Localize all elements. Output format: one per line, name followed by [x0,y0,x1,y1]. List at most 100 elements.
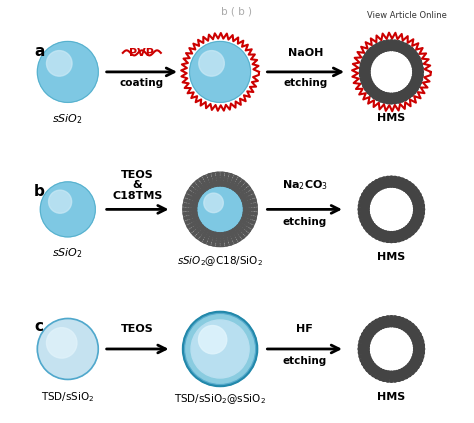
Circle shape [374,52,376,55]
Circle shape [414,331,417,334]
Circle shape [377,89,380,92]
Circle shape [386,42,390,45]
Circle shape [378,231,381,233]
Circle shape [402,185,405,188]
Circle shape [189,201,192,203]
Circle shape [201,180,204,183]
Circle shape [364,357,367,360]
Circle shape [245,227,248,230]
Circle shape [408,192,410,195]
Circle shape [402,325,405,328]
Circle shape [373,96,375,99]
Circle shape [237,238,241,241]
Circle shape [381,46,383,49]
Circle shape [375,319,378,322]
Circle shape [406,225,409,228]
Circle shape [397,237,400,240]
Circle shape [398,177,401,180]
Circle shape [245,222,248,225]
Circle shape [371,83,374,86]
Circle shape [246,204,249,207]
Circle shape [414,76,417,79]
Circle shape [414,364,417,367]
Circle shape [410,230,412,233]
Circle shape [401,377,404,380]
Circle shape [358,212,361,215]
Circle shape [416,338,419,341]
Circle shape [413,50,416,53]
Circle shape [407,372,410,375]
Circle shape [359,71,362,74]
Circle shape [390,180,393,183]
Circle shape [421,215,424,218]
Circle shape [364,348,367,350]
Circle shape [392,48,396,51]
Circle shape [409,191,412,194]
Circle shape [393,377,396,380]
Circle shape [398,378,401,381]
Circle shape [379,187,382,190]
Circle shape [237,178,241,181]
Circle shape [372,327,374,330]
Circle shape [199,326,227,354]
Circle shape [241,187,244,190]
Circle shape [370,370,373,373]
Circle shape [380,97,383,100]
Circle shape [370,81,373,84]
Circle shape [372,368,374,371]
Circle shape [412,216,415,219]
Circle shape [419,212,422,214]
Circle shape [409,83,411,86]
Circle shape [418,205,420,208]
Circle shape [360,359,363,362]
Circle shape [383,179,386,182]
Circle shape [411,52,414,55]
Circle shape [400,95,402,98]
Circle shape [358,176,424,242]
Circle shape [408,182,411,185]
Circle shape [375,88,378,91]
Circle shape [367,79,370,82]
Circle shape [374,325,377,328]
Circle shape [412,55,415,58]
Circle shape [208,185,211,188]
Circle shape [249,196,252,199]
Circle shape [210,234,213,237]
Circle shape [367,71,370,74]
Circle shape [412,200,415,203]
Circle shape [197,220,200,223]
Circle shape [393,231,396,234]
Circle shape [414,221,418,224]
Circle shape [366,83,369,86]
Circle shape [418,222,421,225]
Circle shape [381,324,384,327]
Circle shape [390,176,393,179]
Circle shape [360,78,363,81]
Circle shape [363,351,365,354]
Circle shape [239,233,243,236]
Circle shape [412,228,415,231]
Circle shape [406,325,409,328]
Circle shape [410,81,413,84]
Circle shape [417,354,420,357]
Circle shape [360,212,364,214]
Circle shape [393,46,396,49]
Circle shape [377,52,380,55]
Circle shape [242,199,245,202]
Circle shape [393,236,396,239]
Circle shape [376,328,379,331]
Circle shape [187,191,191,194]
Circle shape [415,354,418,357]
Circle shape [390,238,393,241]
Circle shape [382,370,384,373]
Circle shape [367,196,370,199]
Circle shape [369,197,372,200]
Circle shape [220,183,223,186]
Text: Na$_2$CO$_3$: Na$_2$CO$_3$ [282,179,328,192]
Circle shape [401,178,404,181]
Circle shape [370,221,374,224]
Circle shape [415,351,419,354]
Circle shape [206,235,209,238]
Circle shape [380,374,383,376]
Circle shape [378,370,381,373]
